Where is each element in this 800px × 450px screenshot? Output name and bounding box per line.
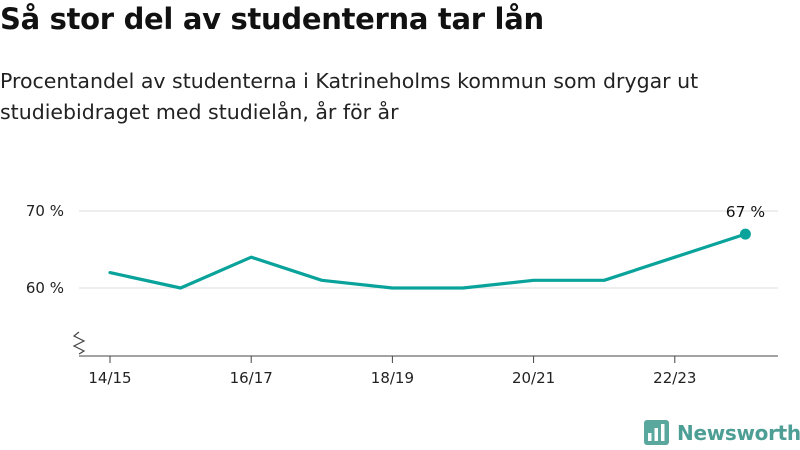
axis-break-icon: [72, 331, 86, 355]
y-tick-label: 60 %: [26, 279, 64, 297]
data-label: 67 %: [726, 203, 765, 221]
x-tick-label: 14/15: [88, 369, 131, 387]
x-tick-label: 18/19: [371, 369, 414, 387]
x-tick-label: 20/21: [512, 369, 555, 387]
x-tick-label: 22/23: [653, 369, 696, 387]
data-point-marker: [739, 228, 751, 240]
newsworthy-logo-icon: [644, 420, 669, 445]
series-line: [108, 232, 748, 290]
brand: Newsworthy: [644, 420, 800, 445]
y-tick-label: 70 %: [26, 202, 64, 220]
chart-title: Så stor del av studenterna tar lån: [0, 2, 544, 36]
x-tick-label: 16/17: [230, 369, 273, 387]
chart-subtitle: Procentandel av studenterna i Katrinehol…: [0, 69, 699, 124]
brand-name: Newsworthy: [677, 420, 800, 445]
